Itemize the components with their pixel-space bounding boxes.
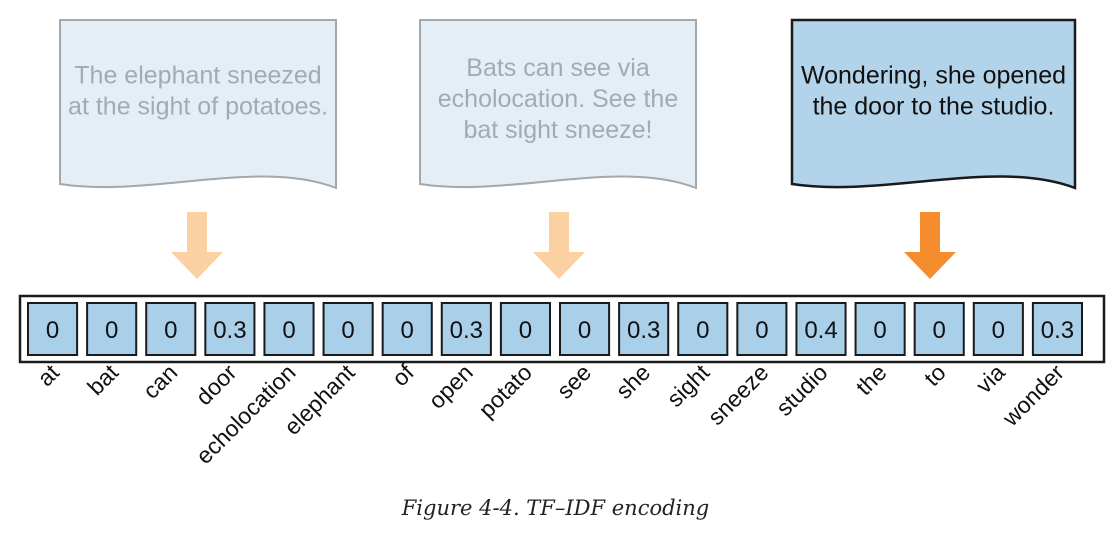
vector-cell-box xyxy=(736,302,788,356)
vector-cell: 0.3 xyxy=(1031,302,1084,356)
vector-cell: 0.3 xyxy=(440,302,492,356)
vector-cell-box xyxy=(795,302,847,356)
vector-cell: 0 xyxy=(322,302,374,356)
vector-cell: 0 xyxy=(559,302,611,356)
vocab-term-label: can xyxy=(138,359,183,404)
vocab-term-label: studio xyxy=(771,359,833,421)
vocab-term-label: potato xyxy=(473,359,537,423)
vector-cell-value: 0 xyxy=(282,317,295,344)
document-card-2: Bats can see via echolocation. See the bat… xyxy=(419,19,697,190)
documents-group: The elephant sneezed at the sight of pota… xyxy=(59,18,1077,190)
vocab-term-label: to xyxy=(919,359,951,391)
vector-cell-value: 0 xyxy=(46,317,59,344)
document-text-line: at the sight of potatoes. xyxy=(68,93,328,121)
figure-caption: Figure 4-4. TF–IDF encoding xyxy=(401,496,710,520)
vector-cell: 0 xyxy=(913,302,965,356)
vector-cell: 0 xyxy=(86,302,138,356)
vector-cell: 0 xyxy=(27,302,79,356)
vector-cell-box xyxy=(86,302,138,356)
document-text-line: echolocation. See the xyxy=(438,85,678,113)
vector-cell-box xyxy=(322,302,374,356)
vocab-term-label: wonder xyxy=(997,359,1070,432)
vocab-term-label: at xyxy=(32,359,64,391)
vector-group: 0 0 0 0.3 0 0 0 0.3 0 0 0.3 0 0 0.4 0 0 0 0.3 xyxy=(18,294,1106,364)
vector-cell-value: 0 xyxy=(519,317,532,344)
vector-cell-value: 0.3 xyxy=(1041,317,1074,344)
vector-cell-value: 0 xyxy=(105,317,118,344)
vector-cell-value: 0 xyxy=(755,317,768,344)
vector-cell: 0 xyxy=(145,302,197,356)
vector-cell-box xyxy=(145,302,197,356)
vocab-term-label: sight xyxy=(662,359,715,412)
vector-cell: 0.3 xyxy=(618,302,670,356)
vector-cell-value: 0 xyxy=(873,317,886,344)
vocab-term-label: via xyxy=(971,359,1010,398)
vocab-term-label: of xyxy=(387,359,419,391)
vector-cell: 0 xyxy=(854,302,906,356)
document-text-line: bat sight sneeze! xyxy=(463,116,652,144)
vocab-term-label: bat xyxy=(82,359,123,400)
vector-cell-value: 0 xyxy=(401,317,414,344)
document-shape xyxy=(419,19,697,190)
vector-cell: 0 xyxy=(972,302,1024,356)
vector-cell-box xyxy=(972,302,1024,356)
vector-cell-value: 0 xyxy=(341,317,354,344)
vector-cell-box xyxy=(1031,302,1084,356)
document-text-line: Bats can see via xyxy=(466,54,650,82)
vector-cell-value: 0.4 xyxy=(804,317,837,344)
vector-cell-value: 0 xyxy=(696,317,709,344)
vector-cell: 0 xyxy=(263,302,315,356)
vector-cell-box xyxy=(27,302,79,356)
arrows-group xyxy=(171,212,956,279)
vocab-term-label: sneeze xyxy=(703,359,774,430)
vector-cell-value: 0.3 xyxy=(213,317,246,344)
vector-cell-value: 0.3 xyxy=(450,317,483,344)
vocab-term-label: see xyxy=(551,359,596,404)
document-text-line: The elephant sneezed xyxy=(74,62,321,90)
vector-cell-value: 0 xyxy=(164,317,177,344)
vocab-term-label: open xyxy=(423,359,478,414)
document-text-line: the door to the studio. xyxy=(813,93,1055,121)
vector-cell-box xyxy=(854,302,906,356)
vector-cell-box xyxy=(263,302,315,356)
vector-cell-box xyxy=(440,302,492,356)
vector-cell: 0 xyxy=(381,302,433,356)
document-card-1: The elephant sneezed at the sight of pota… xyxy=(59,19,337,190)
vocab-term-label: she xyxy=(611,359,656,404)
vector-cell-box xyxy=(381,302,433,356)
document-text-line: Wondering, she opened xyxy=(801,62,1066,90)
vector-cell: 0 xyxy=(677,302,729,356)
vector-cell: 0.3 xyxy=(204,302,256,356)
vector-cell: 0 xyxy=(499,302,551,356)
vector-cell-box xyxy=(913,302,965,356)
vector-cell-box xyxy=(499,302,551,356)
vector-cell-value: 0 xyxy=(992,317,1005,344)
vocab-term-label: door xyxy=(190,359,241,410)
vector-cell-box xyxy=(204,302,256,356)
vector-cell-box xyxy=(618,302,670,356)
document-card-3: Wondering, she opened the door to the stu… xyxy=(790,18,1077,190)
vector-cell-value: 0 xyxy=(933,317,946,344)
document-shape xyxy=(59,19,337,190)
vector-cell-box xyxy=(677,302,729,356)
vector-cell-value: 0 xyxy=(578,317,591,344)
vocab-term-label: the xyxy=(851,359,892,400)
down-arrow-icon xyxy=(171,212,223,279)
vector-cell-box xyxy=(559,302,611,356)
vector-cell: 0.4 xyxy=(795,302,847,356)
vector-cell: 0 xyxy=(736,302,788,356)
down-arrow-icon xyxy=(904,212,956,279)
document-shape xyxy=(790,18,1077,190)
down-arrow-icon xyxy=(533,212,585,279)
vector-cell-value: 0.3 xyxy=(627,317,660,344)
